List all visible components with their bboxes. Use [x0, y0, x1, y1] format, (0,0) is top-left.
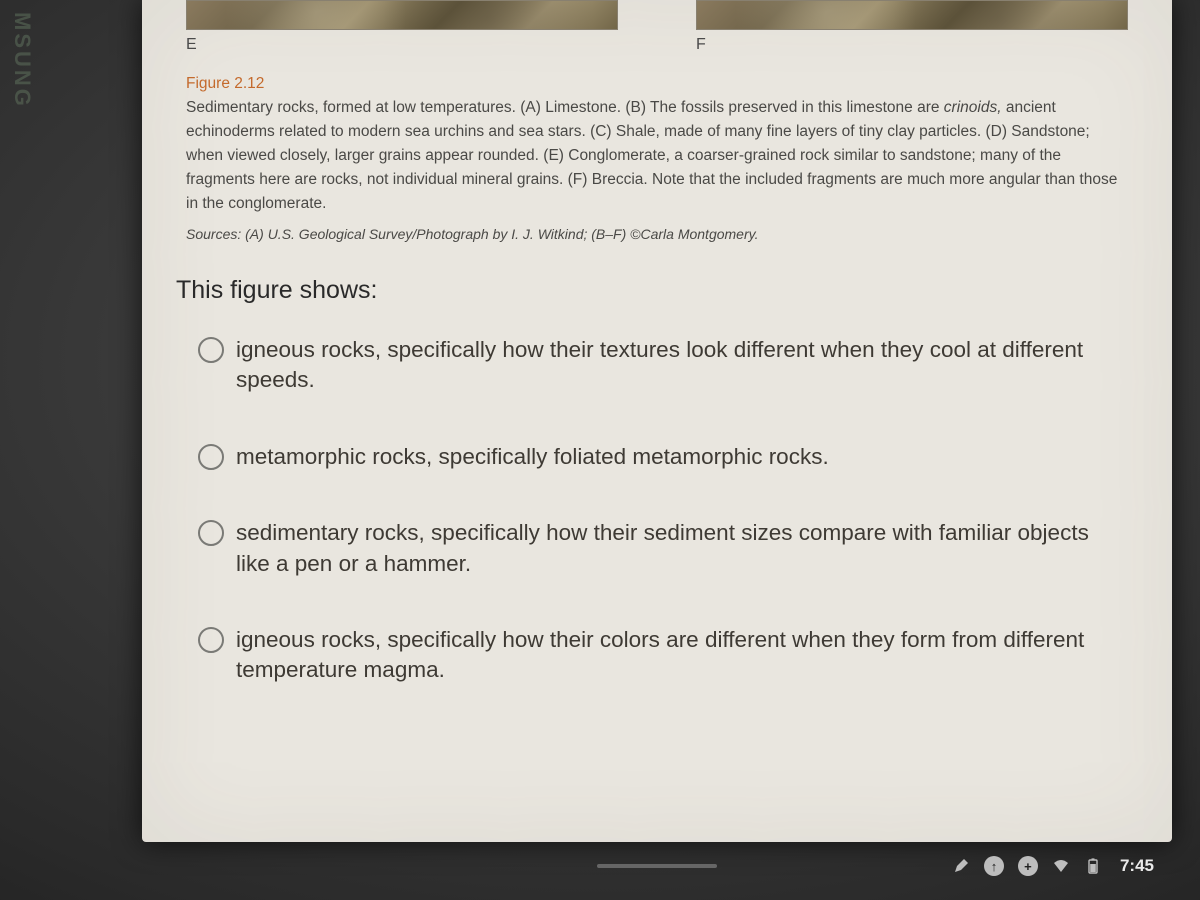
option-text: igneous rocks, specifically how their te…	[236, 335, 1124, 396]
battery-icon	[1084, 857, 1102, 875]
answer-options: igneous rocks, specifically how their te…	[142, 305, 1172, 686]
option-1[interactable]: igneous rocks, specifically how their te…	[198, 335, 1124, 396]
upload-glyph: ↑	[991, 859, 998, 874]
figure-image-labels: E F	[142, 30, 1172, 54]
figure-number: Figure 2.12	[186, 75, 264, 92]
image-label-f: F	[696, 36, 1128, 54]
option-2[interactable]: metamorphic rocks, specifically foliated…	[198, 442, 1124, 472]
option-text: metamorphic rocks, specifically foliated…	[236, 442, 829, 472]
option-4[interactable]: igneous rocks, specifically how their co…	[198, 625, 1124, 686]
android-nav-bar: ↑ + 7:45	[142, 846, 1172, 886]
radio-icon[interactable]	[198, 627, 224, 653]
question-prompt: This figure shows:	[142, 242, 1172, 305]
caption-text-prefix: Sedimentary rocks, formed at low tempera…	[186, 99, 944, 116]
option-text: igneous rocks, specifically how their co…	[236, 625, 1124, 686]
option-text: sedimentary rocks, specifically how thei…	[236, 518, 1124, 579]
radio-icon[interactable]	[198, 337, 224, 363]
gesture-bar[interactable]	[597, 864, 717, 868]
device-brand-edge: MSUNG	[0, 0, 44, 900]
clock-time: 7:45	[1120, 856, 1154, 876]
upload-button[interactable]: ↑	[984, 856, 1004, 876]
device-brand-text: MSUNG	[9, 12, 35, 109]
option-3[interactable]: sedimentary rocks, specifically how thei…	[198, 518, 1124, 579]
add-button[interactable]: +	[1018, 856, 1038, 876]
radio-icon[interactable]	[198, 520, 224, 546]
figure-sources: Sources: (A) U.S. Geological Survey/Phot…	[142, 224, 1172, 242]
plus-glyph: +	[1024, 859, 1032, 874]
caption-text-italic: crinoids,	[944, 99, 1002, 116]
stylus-icon[interactable]	[952, 857, 970, 875]
radio-icon[interactable]	[198, 444, 224, 470]
figure-image-e	[186, 0, 618, 30]
figure-caption: Figure 2.12 Sedimentary rocks, formed at…	[142, 54, 1172, 224]
wifi-icon	[1052, 857, 1070, 875]
figure-image-row	[142, 0, 1172, 30]
figure-image-f	[696, 0, 1128, 30]
image-label-e: E	[186, 36, 618, 54]
tablet-screen: E F Figure 2.12 Sedimentary rocks, forme…	[142, 0, 1172, 842]
